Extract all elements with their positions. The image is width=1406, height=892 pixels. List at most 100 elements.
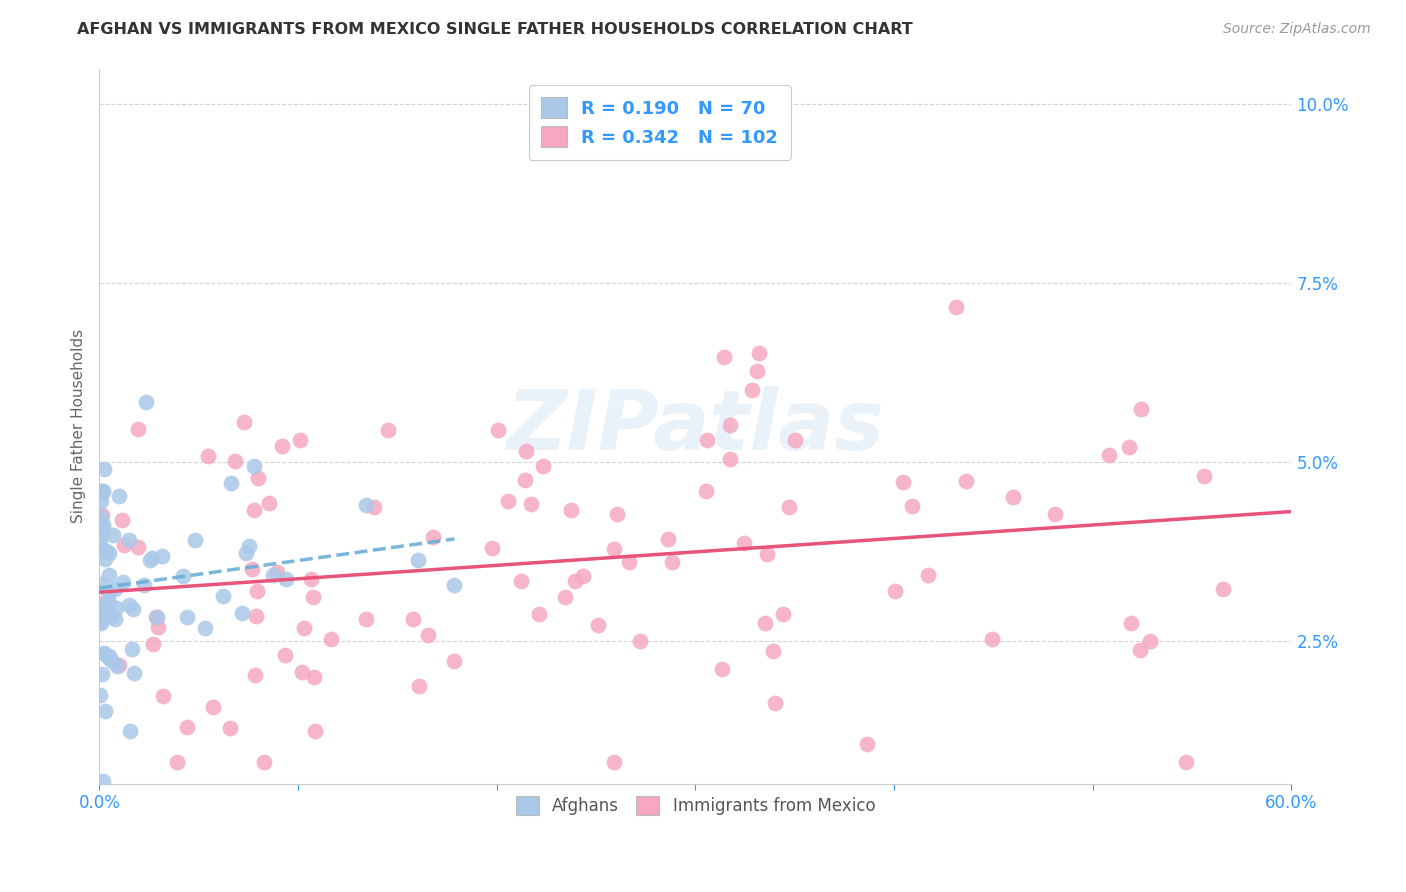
Point: [152, 549, 174, 564]
Point: [262, 568, 284, 582]
Point: [772, 607, 794, 622]
Point: [120, 724, 142, 739]
Point: [134, 395, 156, 409]
Point: [408, 679, 430, 693]
Point: [91, 522, 114, 536]
Point: [1002, 490, 1025, 504]
Point: [122, 666, 145, 681]
Point: [100, 608, 122, 623]
Point: [554, 591, 576, 605]
Point: [302, 670, 325, 684]
Point: [321, 632, 343, 646]
Point: [586, 618, 609, 632]
Point: [91, 774, 114, 789]
Point: [733, 536, 755, 550]
Point: [657, 532, 679, 546]
Point: [90, 596, 112, 610]
Point: [304, 724, 326, 739]
Point: [402, 612, 425, 626]
Text: ZIPatlas: ZIPatlas: [506, 385, 884, 467]
Point: [94, 647, 117, 661]
Point: [233, 415, 256, 429]
Point: [127, 422, 149, 436]
Point: [1129, 643, 1152, 657]
Point: [354, 612, 377, 626]
Point: [118, 533, 141, 548]
Point: [91, 518, 114, 533]
Point: [481, 541, 503, 556]
Point: [1098, 449, 1121, 463]
Point: [695, 483, 717, 498]
Point: [515, 473, 537, 487]
Point: [212, 589, 235, 603]
Point: [955, 474, 977, 488]
Point: [142, 637, 165, 651]
Point: [418, 627, 440, 641]
Point: [105, 658, 128, 673]
Point: [172, 569, 194, 583]
Point: [197, 450, 219, 464]
Point: [146, 620, 169, 634]
Point: [122, 602, 145, 616]
Point: [146, 610, 169, 624]
Point: [112, 538, 135, 552]
Point: [104, 600, 127, 615]
Point: [443, 654, 465, 668]
Point: [1043, 507, 1066, 521]
Point: [422, 530, 444, 544]
Point: [245, 609, 267, 624]
Point: [96, 595, 118, 609]
Point: [97, 648, 120, 663]
Point: [166, 756, 188, 770]
Point: [917, 567, 939, 582]
Point: [603, 541, 626, 556]
Point: [302, 590, 325, 604]
Point: [762, 644, 785, 658]
Point: [519, 497, 541, 511]
Point: [94, 551, 117, 566]
Point: [1129, 401, 1152, 416]
Point: [619, 555, 641, 569]
Point: [89, 541, 111, 555]
Point: [89, 688, 111, 702]
Point: [118, 598, 141, 612]
Point: [184, 533, 207, 548]
Point: [96, 606, 118, 620]
Point: [91, 483, 114, 498]
Point: [121, 642, 143, 657]
Point: [97, 651, 120, 665]
Point: [141, 550, 163, 565]
Point: [980, 632, 1002, 646]
Point: [1139, 634, 1161, 648]
Point: [194, 621, 217, 635]
Point: [720, 418, 742, 433]
Point: [90, 613, 112, 627]
Point: [745, 364, 768, 378]
Point: [945, 301, 967, 315]
Point: [90, 613, 112, 627]
Point: [238, 540, 260, 554]
Point: [1174, 756, 1197, 770]
Point: [527, 607, 550, 622]
Point: [127, 540, 149, 554]
Point: [748, 345, 770, 359]
Point: [1118, 440, 1140, 454]
Point: [274, 648, 297, 662]
Point: [763, 696, 786, 710]
Point: [276, 572, 298, 586]
Point: [696, 434, 718, 448]
Point: [292, 621, 315, 635]
Point: [741, 383, 763, 397]
Point: [891, 475, 914, 489]
Point: [628, 634, 651, 648]
Point: [855, 737, 877, 751]
Point: [132, 577, 155, 591]
Y-axis label: Single Father Households: Single Father Households: [72, 329, 86, 524]
Point: [778, 500, 800, 514]
Point: [96, 544, 118, 558]
Point: [97, 584, 120, 599]
Point: [139, 553, 162, 567]
Point: [718, 451, 741, 466]
Point: [510, 574, 533, 588]
Point: [884, 584, 907, 599]
